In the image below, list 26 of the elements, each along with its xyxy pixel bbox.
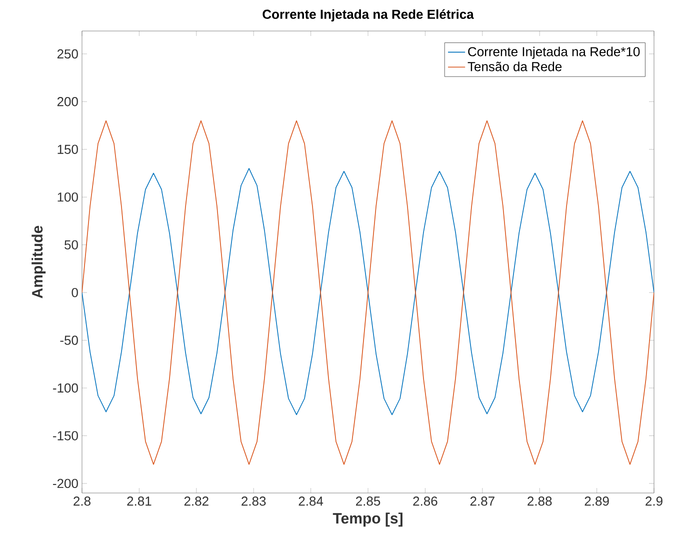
y-tick-label: -50 [60, 336, 78, 345]
x-tick-label: 2.81 [127, 496, 152, 506]
y-tick-label: 200 [57, 97, 78, 106]
legend-label: Tensão da Rede [468, 62, 562, 72]
y-tick-label: 150 [58, 144, 78, 154]
x-tick-label: 2.83 [242, 496, 266, 506]
y-tick-label: -200 [53, 478, 78, 488]
x-tick-label: 2.8 [74, 496, 90, 506]
x-tick-label: 2.87 [470, 496, 494, 506]
chart-title: Corrente Injetada na Rede Elétrica [262, 9, 474, 22]
y-tick-label: 100 [58, 192, 78, 202]
x-tick-label: 2.85 [356, 496, 380, 506]
y-tick-label: -100 [53, 383, 78, 393]
x-tick-label: 2.84 [298, 496, 324, 506]
x-axis-title: Tempo [s] [332, 512, 402, 527]
y-axis-title: Amplitude [32, 226, 46, 298]
y-tick-label: 250 [57, 49, 78, 59]
legend-label: Corrente Injetada na Rede*10 [468, 46, 640, 59]
y-tick-label: 0 [72, 288, 78, 298]
x-tick-label: 2.82 [184, 496, 208, 506]
y-tick-label: -150 [53, 431, 78, 440]
x-tick-label: 2.88 [528, 496, 552, 506]
y-tick-label: 50 [64, 240, 78, 250]
x-tick-label: 2.86 [413, 496, 438, 506]
x-tick-label: 2.89 [584, 496, 609, 506]
x-tick-label: 2.9 [646, 496, 662, 506]
